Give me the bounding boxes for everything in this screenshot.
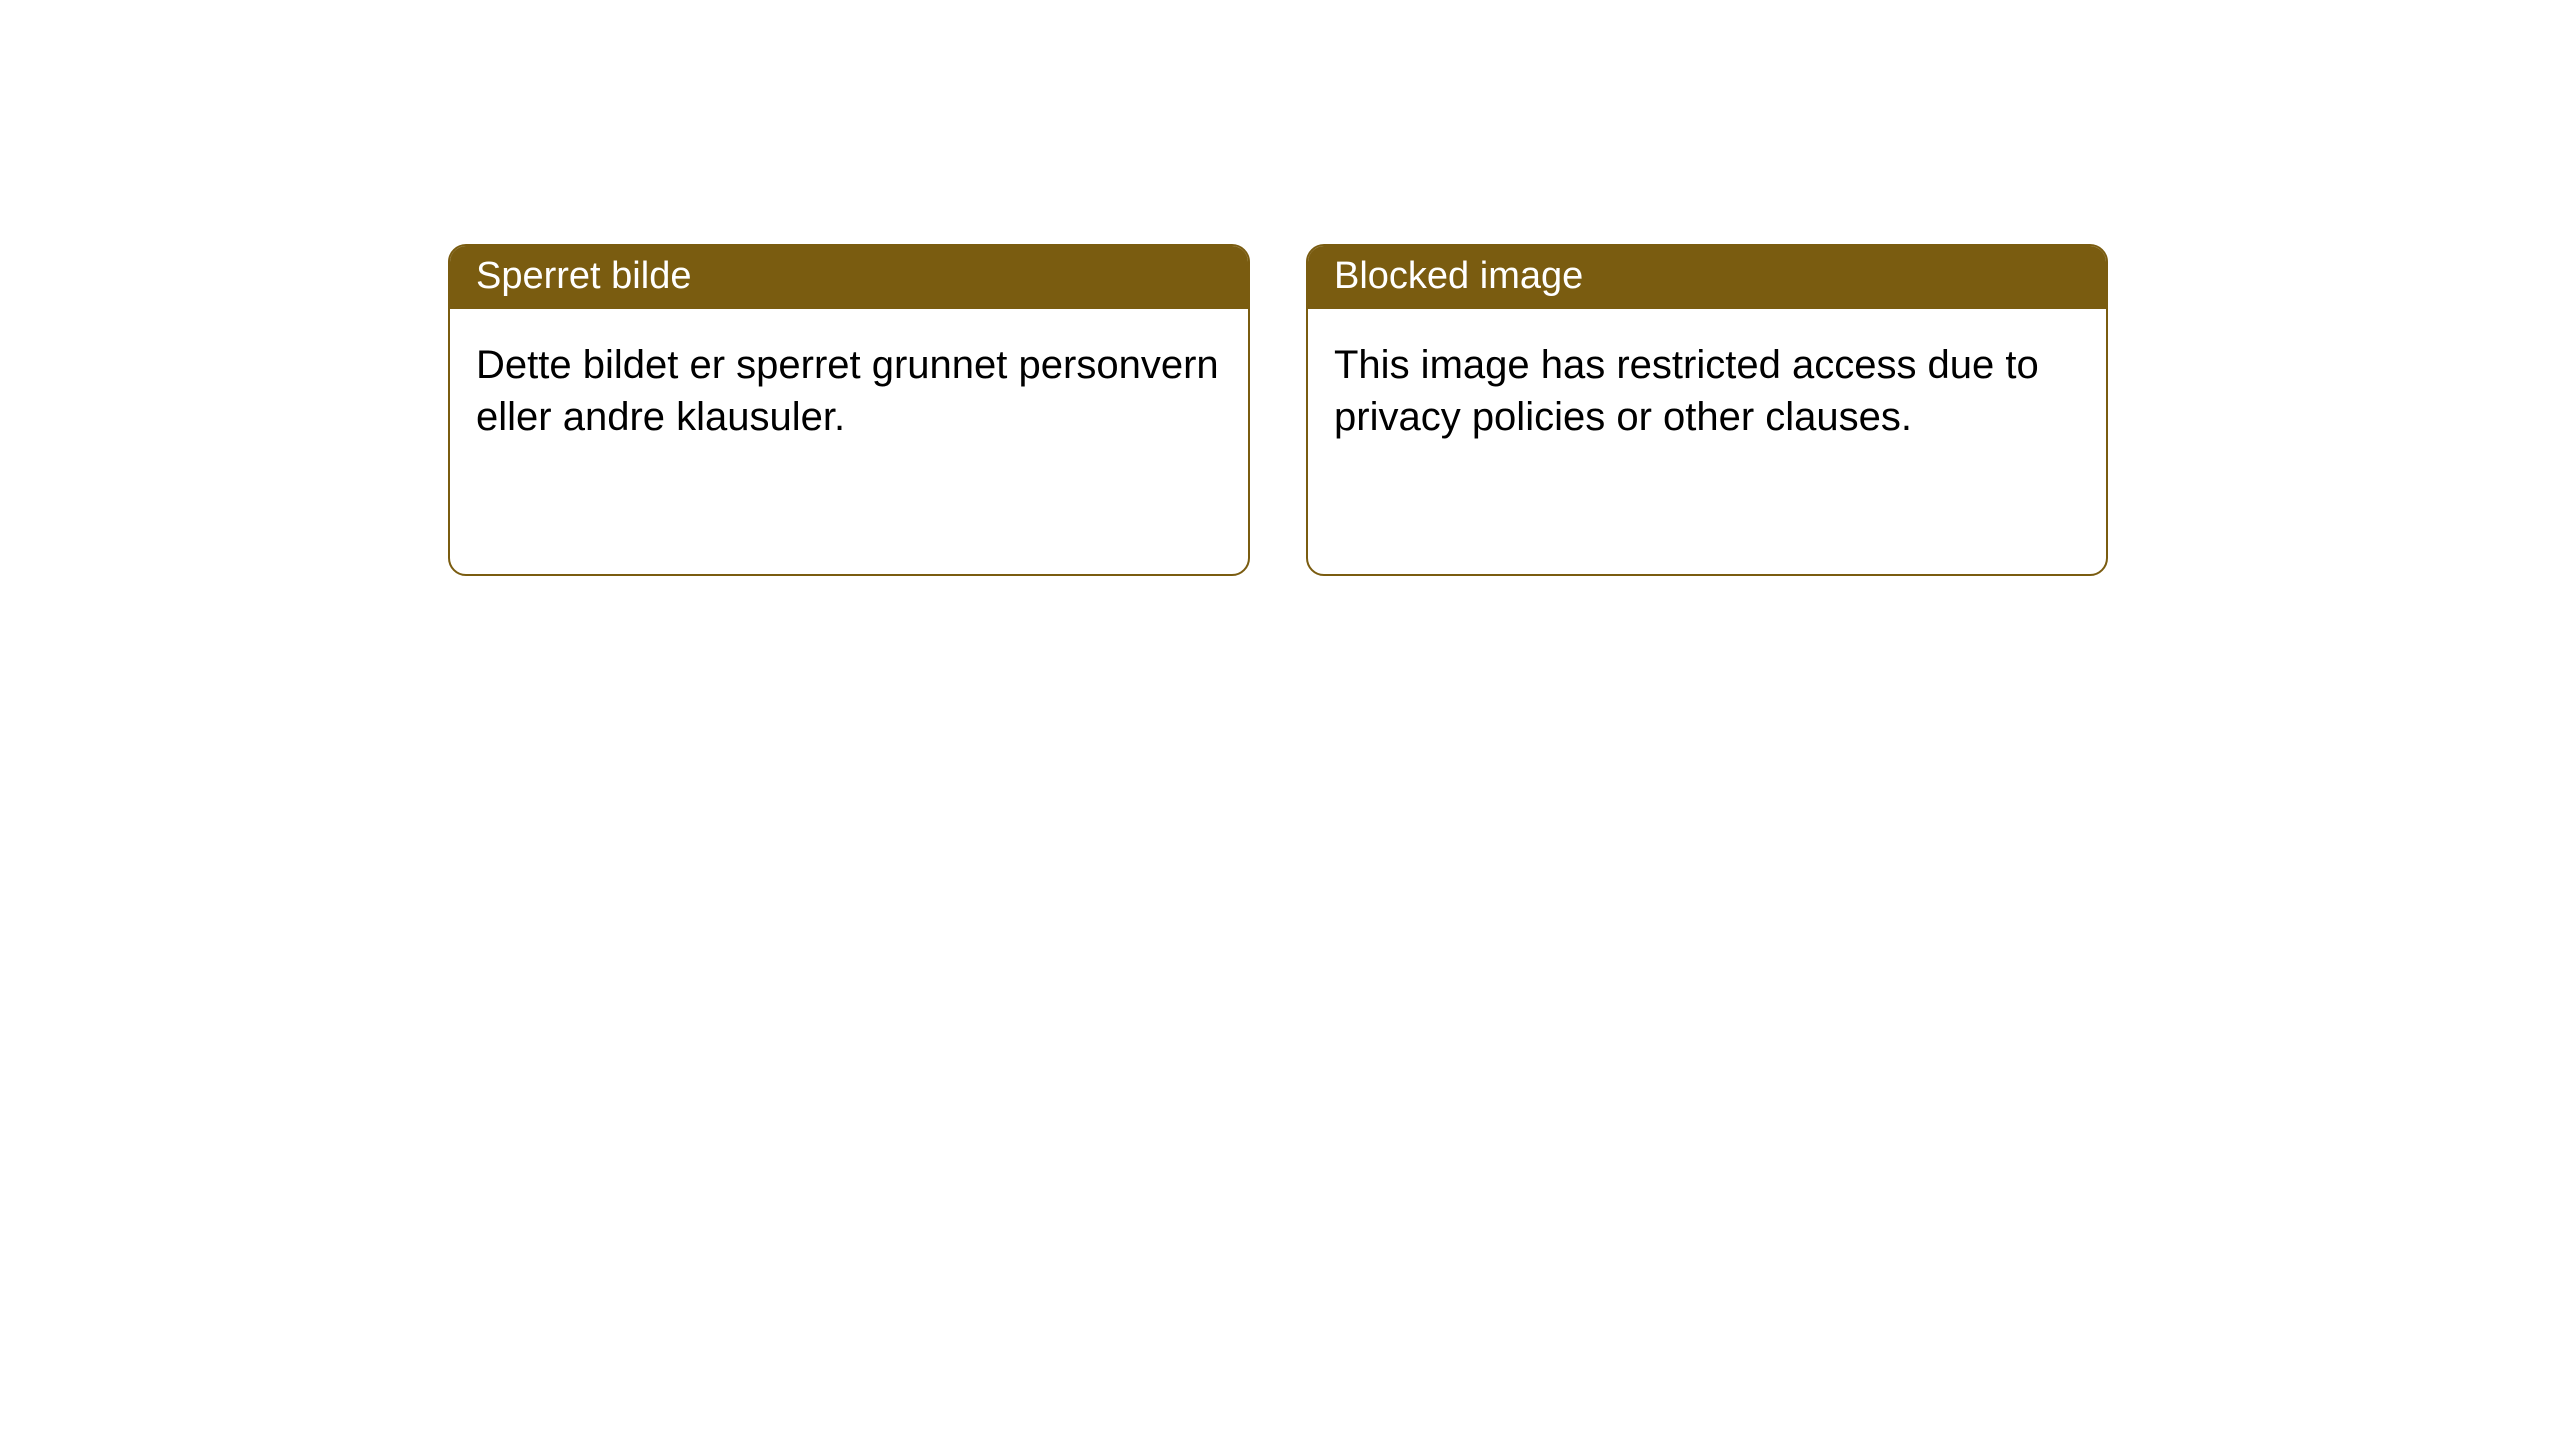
notice-card-norwegian: Sperret bilde Dette bildet er sperret gr…	[448, 244, 1250, 576]
notice-body-norwegian: Dette bildet er sperret grunnet personve…	[450, 309, 1248, 469]
notice-card-english: Blocked image This image has restricted …	[1306, 244, 2108, 576]
notice-header-english: Blocked image	[1308, 246, 2106, 309]
notice-body-english: This image has restricted access due to …	[1308, 309, 2106, 469]
notice-header-norwegian: Sperret bilde	[450, 246, 1248, 309]
notice-container: Sperret bilde Dette bildet er sperret gr…	[0, 0, 2560, 576]
